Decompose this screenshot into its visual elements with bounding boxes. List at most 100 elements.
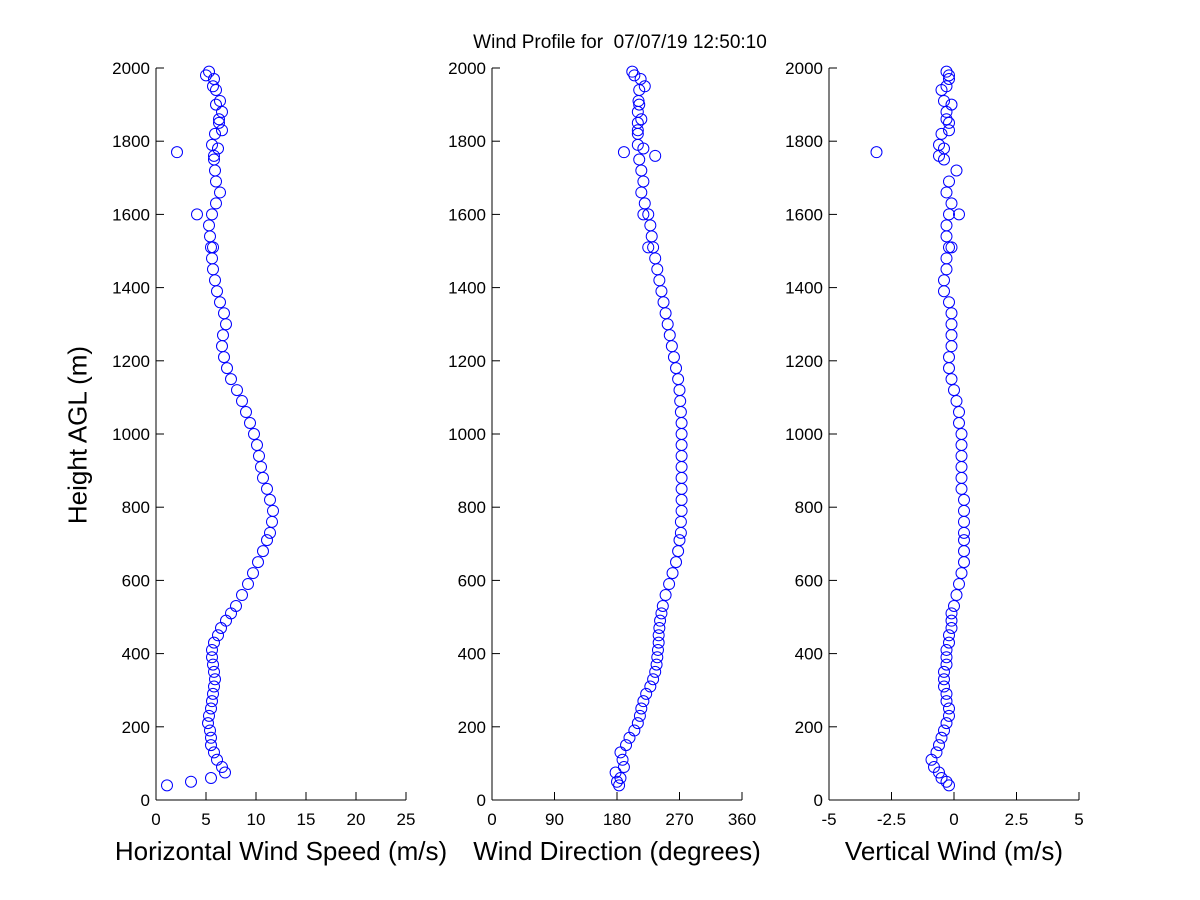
data-point [675, 417, 688, 430]
data-point [617, 761, 630, 774]
y-tick-label: 400 [458, 645, 486, 664]
data-point [870, 146, 883, 159]
y-tick-label: 0 [477, 791, 486, 810]
data-point [945, 614, 958, 627]
data-point [675, 504, 688, 517]
data-point [628, 69, 641, 82]
y-tick-label: 1600 [785, 205, 823, 224]
data-point [209, 127, 221, 140]
data-point [220, 318, 232, 331]
data-point [230, 600, 242, 613]
data-point [244, 417, 256, 430]
data-point [665, 340, 678, 353]
data-point [212, 629, 224, 642]
data-point [955, 482, 968, 495]
data-point [652, 636, 665, 649]
data-point [940, 695, 953, 708]
data-point [940, 80, 953, 93]
x-tick-label: 2.5 [1005, 810, 1029, 829]
data-point [653, 274, 666, 287]
data-point [205, 731, 217, 744]
y-tick-label: 1400 [448, 279, 486, 298]
data-point [657, 296, 670, 309]
data-point [652, 629, 665, 642]
y-tick-label: 2000 [112, 59, 150, 78]
data-point [225, 373, 237, 386]
data-point [674, 526, 687, 539]
data-point [609, 766, 622, 779]
data-point [940, 263, 953, 276]
data-point [206, 208, 218, 221]
data-point [938, 274, 950, 287]
data-point [649, 252, 662, 265]
data-point [264, 526, 276, 539]
data-point [940, 717, 953, 730]
data-point [635, 113, 648, 126]
y-axis-label: Height AGL (m) [62, 345, 93, 525]
x-tick-label: -2.5 [877, 810, 906, 829]
data-point [945, 197, 958, 210]
data-point [261, 534, 273, 547]
data-point [642, 241, 655, 254]
data-point [943, 241, 955, 254]
data-point [242, 578, 254, 591]
y-tick-label: 400 [122, 645, 150, 664]
data-point [219, 766, 231, 779]
data-point [953, 406, 965, 419]
data-point [938, 673, 950, 686]
panel-3-x-axis-label: Vertical Wind (m/s) [844, 836, 1064, 866]
data-point [955, 438, 968, 451]
data-point [670, 362, 683, 375]
data-point [943, 779, 955, 792]
data-point [218, 351, 230, 364]
data-point [933, 739, 945, 752]
y-tick-label: 600 [795, 571, 823, 590]
data-point [635, 164, 648, 177]
data-point [953, 208, 965, 221]
data-point [940, 230, 953, 243]
y-tick-label: 1400 [785, 279, 823, 298]
data-point [655, 285, 668, 298]
data-point [211, 753, 223, 766]
y-tick-label: 1400 [112, 279, 150, 298]
data-point [647, 673, 660, 686]
data-point [938, 94, 950, 107]
data-point [251, 438, 263, 451]
data-point [958, 515, 970, 528]
y-tick-label: 1600 [112, 205, 150, 224]
data-point [667, 351, 680, 364]
data-point [206, 643, 218, 656]
data-point [943, 124, 955, 137]
data-point [208, 746, 220, 759]
data-point [631, 105, 644, 118]
data-point [661, 318, 674, 331]
data-point [206, 252, 218, 265]
data-point [631, 124, 644, 137]
data-point [203, 219, 215, 232]
data-point [656, 600, 669, 613]
data-point [207, 241, 219, 254]
data-point [208, 636, 220, 649]
data-point [943, 296, 955, 309]
data-point [247, 567, 259, 580]
data-point [209, 673, 221, 686]
y-tick-label: 0 [141, 791, 150, 810]
data-point [928, 761, 940, 774]
data-point [649, 665, 662, 678]
data-point [633, 98, 646, 111]
data-point [655, 607, 668, 620]
data-point [943, 702, 955, 715]
data-point [207, 263, 219, 276]
data-point [638, 197, 651, 210]
data-point [640, 687, 653, 700]
data-point [616, 753, 629, 766]
data-point [617, 146, 630, 159]
data-point [940, 687, 953, 700]
data-point [945, 621, 958, 634]
y-tick-label: 1000 [112, 425, 150, 444]
data-point [955, 449, 968, 462]
data-point [945, 329, 958, 342]
data-point [221, 362, 233, 375]
data-point [218, 307, 230, 320]
